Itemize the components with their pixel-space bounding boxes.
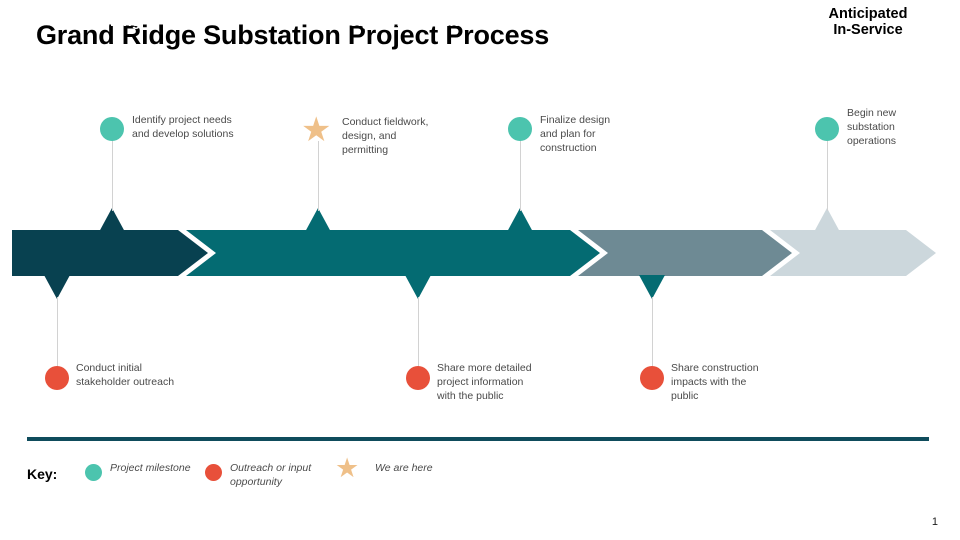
- outreach-circle-icon: [205, 464, 222, 481]
- pointer-triangle-up-4: [814, 208, 840, 232]
- outreach-circle-icon[interactable]: [45, 366, 69, 390]
- phase-label: Design and Permitting: [331, 14, 485, 31]
- process-chevron-band: [12, 230, 936, 276]
- key-item-label: Project milestone: [110, 462, 191, 474]
- milestone-circle-icon: [85, 464, 102, 481]
- pointer-triangle-up-3: [507, 208, 533, 232]
- phase-label: Construction: [654, 14, 746, 31]
- phase-label: Planning: [79, 14, 141, 31]
- chevron-shape-inservice: [770, 230, 936, 276]
- we-are-here-star-icon[interactable]: ★: [301, 111, 332, 149]
- phase-anticipated-in-service[interactable]: Anticipated In-Service: [800, 0, 936, 46]
- chevron-shape-planning: [12, 230, 208, 276]
- page-title: Grand Ridge Substation Project Process: [36, 20, 550, 50]
- pointer-triangle-down-2: [405, 275, 431, 299]
- pointer-triangle-down-3: [639, 275, 665, 299]
- outreach-note-below-3: Share construction impacts with the publ…: [671, 362, 759, 402]
- key-legend: Key: Project milestone Outreach or input…: [27, 453, 527, 498]
- outreach-circle-icon[interactable]: [406, 366, 430, 390]
- chevron-shape-construction: [578, 230, 792, 276]
- phase-planning[interactable]: Planning: [12, 0, 208, 46]
- key-divider: [27, 437, 929, 441]
- chevron-shape-design: [186, 230, 600, 276]
- phase-design-and-permitting[interactable]: Design and Permitting: [216, 0, 600, 46]
- outreach-circle-icon[interactable]: [640, 366, 664, 390]
- connector-line-above-3: [520, 137, 521, 211]
- milestone-circle-icon[interactable]: [815, 117, 839, 141]
- connector-line-below-2: [418, 297, 419, 372]
- milestone-note-above-3: Finalize design and plan for constructio…: [540, 114, 611, 154]
- phase-construction[interactable]: Construction: [608, 0, 792, 46]
- milestone-note-above-4: Begin new substation operations: [847, 107, 897, 147]
- pointer-triangle-up-2: [305, 208, 331, 232]
- connector-line-above-4: [827, 137, 828, 211]
- pointer-triangle-up-1: [99, 208, 125, 232]
- milestone-circle-icon[interactable]: [508, 117, 532, 141]
- we-are-here-star-icon: ★: [335, 453, 360, 483]
- key-label: Key:: [27, 466, 58, 482]
- page-number: 1: [931, 516, 938, 528]
- outreach-note-below-2: Share more detailed project information …: [437, 362, 532, 402]
- outreach-note-below-1: Conduct initial stakeholder outreach: [76, 362, 175, 388]
- phase-label: Anticipated In-Service: [828, 6, 908, 38]
- connector-line-below-3: [652, 297, 653, 372]
- connector-line-above-1: [112, 137, 113, 211]
- connector-line-above-2: [318, 141, 319, 211]
- milestone-note-above-1: Identify project needs and develop solut…: [132, 114, 234, 140]
- key-item-label: We are here: [375, 462, 433, 474]
- connector-line-below-1: [57, 297, 58, 372]
- milestone-note-above-2: Conduct fieldwork, design, and permittin…: [342, 116, 429, 156]
- milestone-circle-icon[interactable]: [100, 117, 124, 141]
- key-item-label: Outreach or input opportunity: [230, 462, 312, 488]
- pointer-triangle-down-1: [44, 275, 70, 299]
